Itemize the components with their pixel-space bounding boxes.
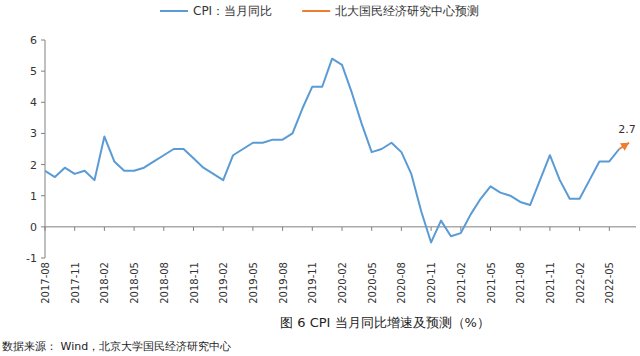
x-tick <box>460 227 461 231</box>
y-tick-label: 6 <box>30 34 37 47</box>
x-tick <box>45 227 46 231</box>
y-tick-label: 2 <box>30 159 37 172</box>
x-tick-label: 2018-08 <box>159 262 170 304</box>
x-tick <box>342 227 343 231</box>
y-tick <box>41 133 45 134</box>
annotation: 2.7 <box>618 123 636 136</box>
legend-label: CPI：当月同比 <box>193 4 272 18</box>
series-marker <box>620 143 629 151</box>
x-tick <box>401 227 402 231</box>
x-tick <box>312 227 313 231</box>
x-tick-label: 2019-02 <box>218 262 229 304</box>
x-tick-label: 2021-02 <box>456 262 467 304</box>
title: 图 6 CPI 当月同比增速及预测（%） <box>280 315 490 330</box>
y-tick-label: -1 <box>26 252 37 265</box>
y-tick-label: 0 <box>30 221 37 234</box>
x-tick <box>252 227 253 231</box>
x-tick-label: 2020-08 <box>396 262 407 304</box>
x-tick <box>163 227 164 231</box>
x-tick <box>579 227 580 231</box>
x-tick <box>74 227 75 231</box>
x-tick <box>549 227 550 231</box>
y-tick <box>41 164 45 165</box>
x-tick-label: 2019-05 <box>248 262 259 304</box>
x-tick-label: 2022-05 <box>604 262 615 304</box>
legend-swatch <box>302 10 330 12</box>
source: 数据来源： Wind，北京大学国民经济研究中心 <box>2 340 231 353</box>
x-tick-label: 2021-11 <box>545 262 556 304</box>
x-tick <box>490 227 491 231</box>
series-line <box>45 59 619 243</box>
x-tick-label: 2018-02 <box>99 262 110 304</box>
x-tick <box>520 227 521 231</box>
x-tick <box>282 227 283 231</box>
x-tick <box>104 227 105 231</box>
chart: -1 0 1 2 3 4 5 6 2017-08 2017-11 2018-02 2018-05 201… <box>0 0 640 356</box>
y-axis <box>45 40 46 258</box>
x-tick-label: 2021-05 <box>486 262 497 304</box>
y-tick-label: 5 <box>30 65 37 78</box>
x-tick <box>371 227 372 231</box>
x-tick-label: 2017-11 <box>70 262 81 304</box>
y-tick-label: 1 <box>30 190 37 203</box>
y-tick <box>41 102 45 103</box>
x-tick-label: 2019-08 <box>278 262 289 304</box>
x-tick <box>609 227 610 231</box>
x-tick-label: 2020-02 <box>337 262 348 304</box>
plot-area <box>45 59 629 243</box>
y-tick <box>41 71 45 72</box>
x-tick-label: 2018-11 <box>189 262 200 304</box>
x-tick-label: 2022-02 <box>575 262 586 304</box>
y-tick <box>41 195 45 196</box>
x-tick-label: 2020-11 <box>426 262 437 304</box>
x-tick-label: 2020-05 <box>367 262 378 304</box>
y-tick <box>41 258 45 259</box>
x-tick <box>223 227 224 231</box>
legend-label: 北大国民经济研究中心预测 <box>335 4 479 18</box>
x-tick <box>193 227 194 231</box>
x-tick-label: 2019-11 <box>307 262 318 304</box>
x-tick-label: 2021-08 <box>515 262 526 304</box>
x-tick-label: 2018-05 <box>129 262 140 304</box>
y-tick <box>41 226 45 227</box>
x-tick-label: 2017-08 <box>40 262 51 304</box>
y-tick-label: 3 <box>30 127 37 140</box>
x-tick <box>134 227 135 231</box>
y-tick-label: 4 <box>30 96 37 109</box>
y-tick <box>41 40 45 41</box>
x-tick <box>431 227 432 231</box>
legend-swatch <box>160 10 188 12</box>
